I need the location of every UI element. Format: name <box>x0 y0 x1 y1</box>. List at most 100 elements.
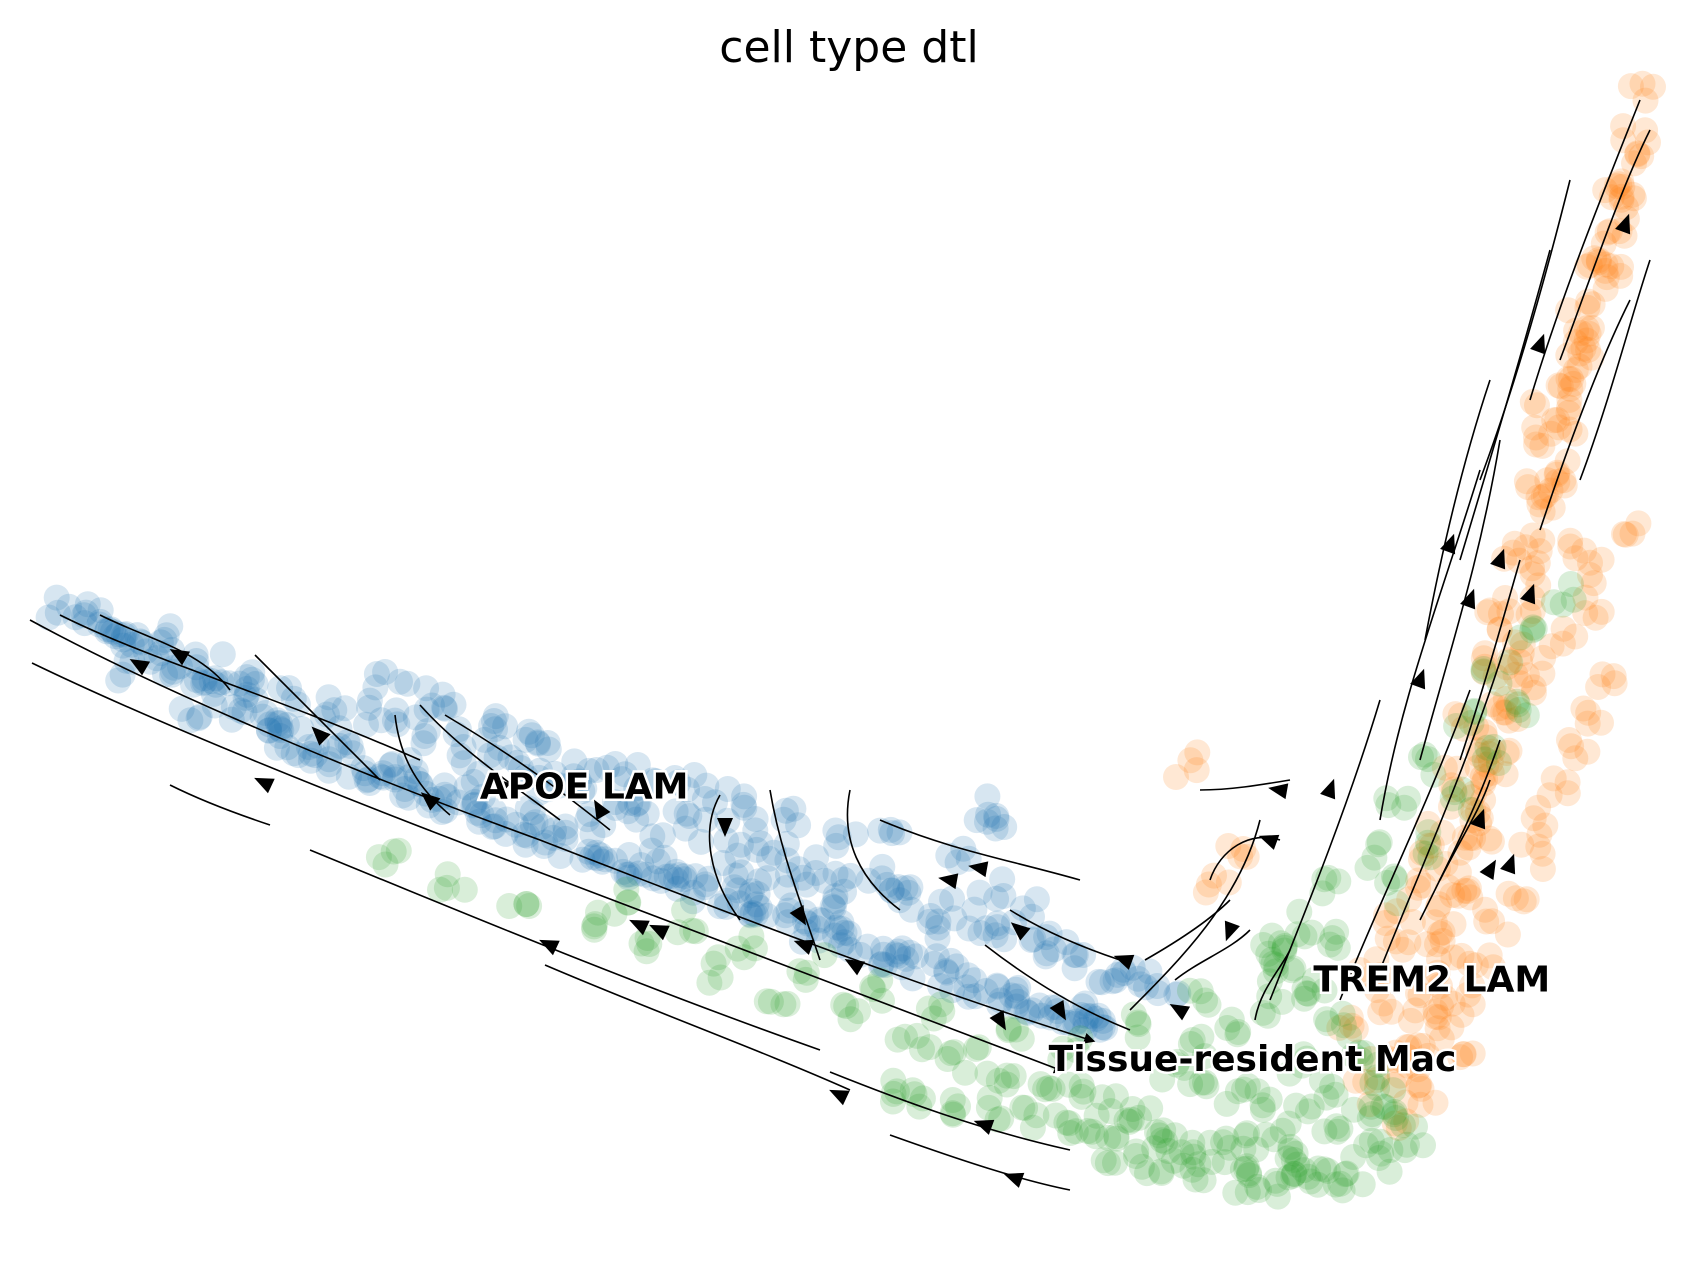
data-point <box>785 812 812 839</box>
data-point <box>1274 1145 1301 1172</box>
data-point <box>1624 141 1651 168</box>
data-point <box>1543 461 1570 488</box>
data-point <box>1315 864 1342 891</box>
data-point <box>1448 1001 1475 1028</box>
data-point <box>110 632 136 659</box>
data-point <box>1439 990 1466 1017</box>
data-point <box>941 905 968 932</box>
data-point <box>1574 253 1600 280</box>
data-point <box>673 800 700 827</box>
data-point <box>962 983 989 1010</box>
data-point <box>1612 521 1639 548</box>
data-point <box>1141 1135 1168 1162</box>
data-point <box>649 822 676 849</box>
data-point <box>1094 1150 1121 1177</box>
streamline <box>1439 779 1491 881</box>
data-point <box>983 885 1010 912</box>
data-point <box>497 744 524 771</box>
data-point <box>940 1101 967 1128</box>
data-point <box>1422 1003 1449 1030</box>
data-point <box>1492 699 1519 726</box>
data-point <box>1211 1149 1238 1176</box>
data-point <box>822 883 849 910</box>
data-point <box>929 998 956 1024</box>
data-point <box>831 878 857 905</box>
data-point <box>1311 1156 1338 1183</box>
data-point <box>869 865 896 892</box>
data-point <box>355 766 382 793</box>
data-point <box>1019 1114 1046 1141</box>
data-point <box>1264 1170 1291 1197</box>
data-point <box>1459 1040 1486 1067</box>
data-point <box>445 716 472 743</box>
data-point <box>899 965 926 992</box>
data-point <box>1269 988 1296 1015</box>
data-point <box>1383 898 1410 925</box>
data-point <box>1557 527 1584 554</box>
data-point <box>730 791 757 818</box>
streamline <box>29 619 1096 1044</box>
data-point <box>434 861 461 888</box>
data-point <box>1611 521 1637 547</box>
data-point <box>227 697 254 724</box>
data-point <box>982 815 1009 842</box>
data-point <box>541 817 567 844</box>
data-point <box>955 983 982 1010</box>
streamline <box>1419 739 1501 921</box>
streamline-arrowhead <box>1615 213 1631 235</box>
data-point <box>1632 117 1659 144</box>
data-point <box>1429 819 1456 846</box>
data-point <box>561 748 588 775</box>
data-point <box>1447 839 1474 866</box>
data-point <box>1372 910 1399 936</box>
data-point <box>1428 1025 1455 1052</box>
data-point <box>1570 335 1597 362</box>
data-point <box>1427 973 1453 1000</box>
data-point <box>895 879 922 906</box>
data-point <box>546 772 573 799</box>
data-point <box>1391 1137 1418 1164</box>
data-point <box>993 1071 1020 1098</box>
data-point <box>1523 431 1550 458</box>
data-point <box>1311 977 1338 1004</box>
data-point <box>793 959 820 986</box>
data-point <box>1122 1143 1149 1169</box>
streamline-arrowhead <box>1113 954 1135 970</box>
data-point <box>1236 1160 1263 1187</box>
data-point <box>989 866 1016 893</box>
data-point <box>679 888 706 915</box>
points-layer <box>35 70 1666 1210</box>
data-point <box>945 1093 971 1120</box>
data-point <box>1574 710 1601 737</box>
data-point <box>1137 1095 1164 1122</box>
data-point <box>1376 1158 1403 1185</box>
data-point <box>1062 942 1089 968</box>
data-point <box>885 938 912 965</box>
data-point <box>381 707 408 734</box>
data-point <box>724 935 751 962</box>
data-point <box>1192 987 1218 1014</box>
data-point <box>1383 890 1410 917</box>
data-point <box>1359 1101 1386 1128</box>
data-point <box>132 638 159 665</box>
data-point <box>431 694 458 721</box>
data-point <box>569 778 596 805</box>
data-point <box>998 982 1025 1009</box>
data-point <box>991 814 1018 840</box>
data-point <box>1534 467 1561 494</box>
data-point <box>724 842 751 869</box>
streamline-arrowhead <box>311 726 331 746</box>
data-point <box>772 797 799 824</box>
streamline <box>984 944 1131 1031</box>
data-point <box>1234 1120 1260 1147</box>
data-point <box>1608 253 1634 280</box>
data-point <box>904 1022 931 1049</box>
data-point <box>1183 757 1210 784</box>
data-point <box>666 862 693 889</box>
data-point <box>1389 936 1416 963</box>
data-point <box>575 838 602 865</box>
data-point <box>1277 1133 1304 1160</box>
data-point <box>1405 1056 1432 1083</box>
data-point <box>574 806 601 833</box>
data-point <box>1394 1043 1421 1070</box>
